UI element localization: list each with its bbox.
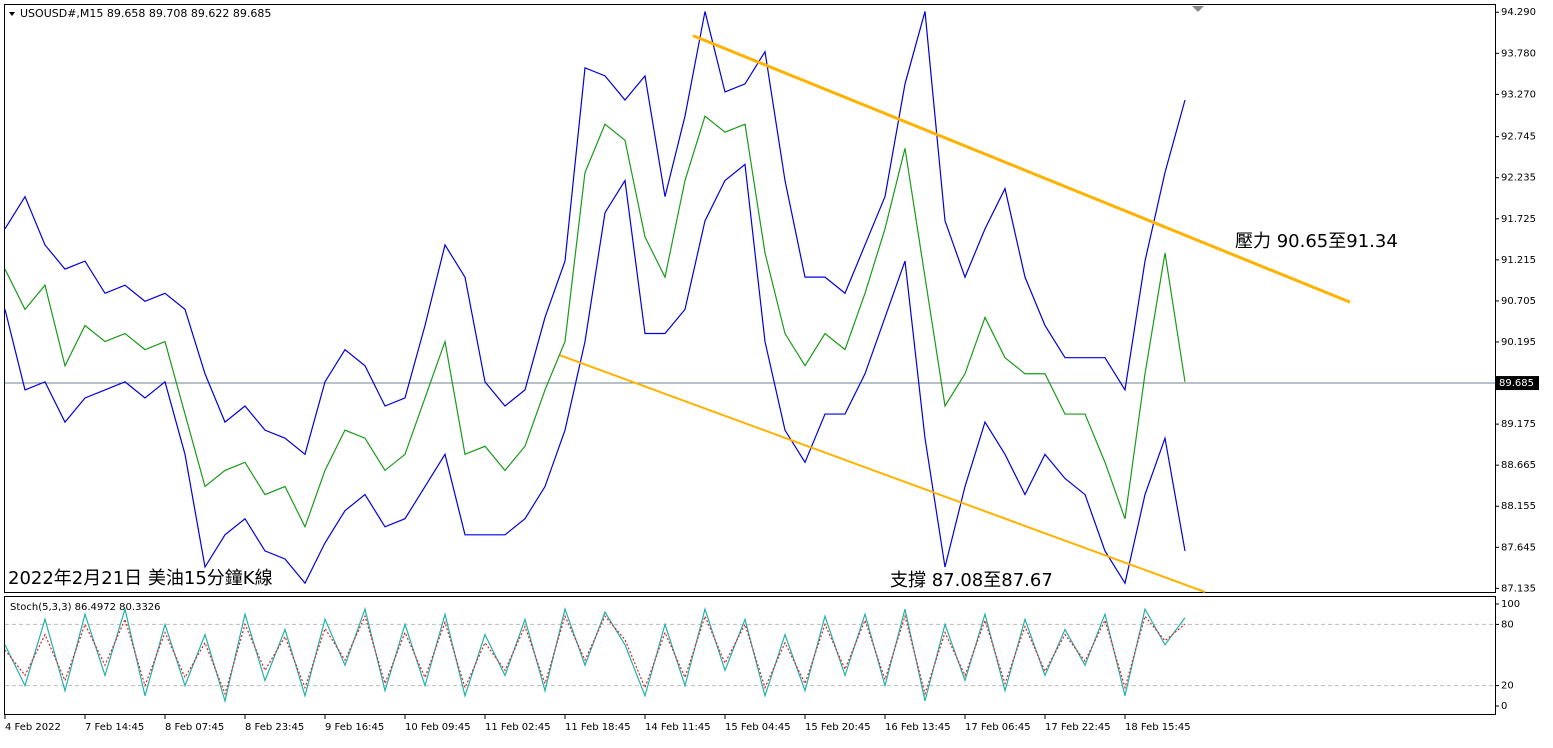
y-tick-label: 88.155 — [1501, 501, 1536, 512]
y-tick-label: 80 — [1501, 619, 1514, 630]
current-price-label: 89.685 — [1499, 378, 1534, 389]
menu-arrow — [9, 12, 15, 16]
x-tick-label: 11 Feb 18:45 — [565, 722, 631, 733]
x-tick-label: 4 Feb 2022 — [5, 722, 61, 733]
y-tick-label: 20 — [1501, 681, 1514, 692]
stoch-title: Stoch(5,3,3) 86.4972 80.3326 — [10, 602, 161, 613]
x-tick-label: 15 Feb 20:45 — [805, 722, 871, 733]
y-tick-label: 92.235 — [1501, 173, 1536, 184]
x-tick-label: 9 Feb 16:45 — [325, 722, 384, 733]
x-tick-label: 15 Feb 04:45 — [725, 722, 791, 733]
y-tick-label: 87.645 — [1501, 542, 1536, 553]
y-tick-label: 91.725 — [1501, 214, 1536, 225]
y-tick-label: 90.705 — [1501, 296, 1536, 307]
y-tick-label: 91.215 — [1501, 255, 1536, 266]
shift-marker — [1192, 6, 1204, 12]
y-tick-label: 89.175 — [1501, 419, 1536, 430]
chart-title: USOUSD#,M15 89.658 89.708 89.622 89.685 — [20, 7, 271, 20]
x-tick-label: 16 Feb 13:45 — [885, 722, 951, 733]
x-tick-label: 7 Feb 14:45 — [85, 722, 144, 733]
y-tick-label: 87.135 — [1501, 583, 1536, 594]
x-tick-label: 17 Feb 06:45 — [965, 722, 1031, 733]
y-tick-label: 94.290 — [1501, 7, 1536, 18]
y-tick-label: 93.270 — [1501, 89, 1536, 100]
y-tick-label: 100 — [1501, 599, 1520, 610]
x-tick-label: 14 Feb 11:45 — [645, 722, 711, 733]
x-tick-label: 17 Feb 22:45 — [1045, 722, 1111, 733]
x-tick-label: 8 Feb 07:45 — [165, 722, 224, 733]
y-tick-label: 88.665 — [1501, 460, 1536, 471]
resistance-label: 壓力 90.65至91.34 — [1235, 231, 1398, 252]
trend-line — [559, 354, 1206, 593]
series-line — [4, 614, 1186, 696]
stoch-plot-frame — [4, 596, 1496, 715]
x-tick-label: 18 Feb 15:45 — [1125, 722, 1191, 733]
series-line — [4, 163, 1186, 585]
x-tick-label: 11 Feb 02:45 — [485, 722, 551, 733]
y-tick-label: 90.195 — [1501, 337, 1536, 348]
series-line — [4, 115, 1186, 529]
y-tick-label: 93.780 — [1501, 48, 1536, 59]
main-plot-frame — [4, 4, 1496, 593]
y-tick-label: 0 — [1501, 701, 1507, 712]
current-price-box — [1495, 376, 1539, 391]
series-line — [4, 11, 1186, 456]
x-tick-label: 8 Feb 23:45 — [245, 722, 304, 733]
caption: 2022年2月21日 美油15分鐘K線 — [8, 568, 273, 589]
x-tick-label: 10 Feb 09:45 — [405, 722, 471, 733]
support-label: 支撐 87.08至87.67 — [890, 570, 1053, 591]
trend-line — [692, 34, 1351, 304]
y-tick-label: 92.745 — [1501, 132, 1536, 143]
